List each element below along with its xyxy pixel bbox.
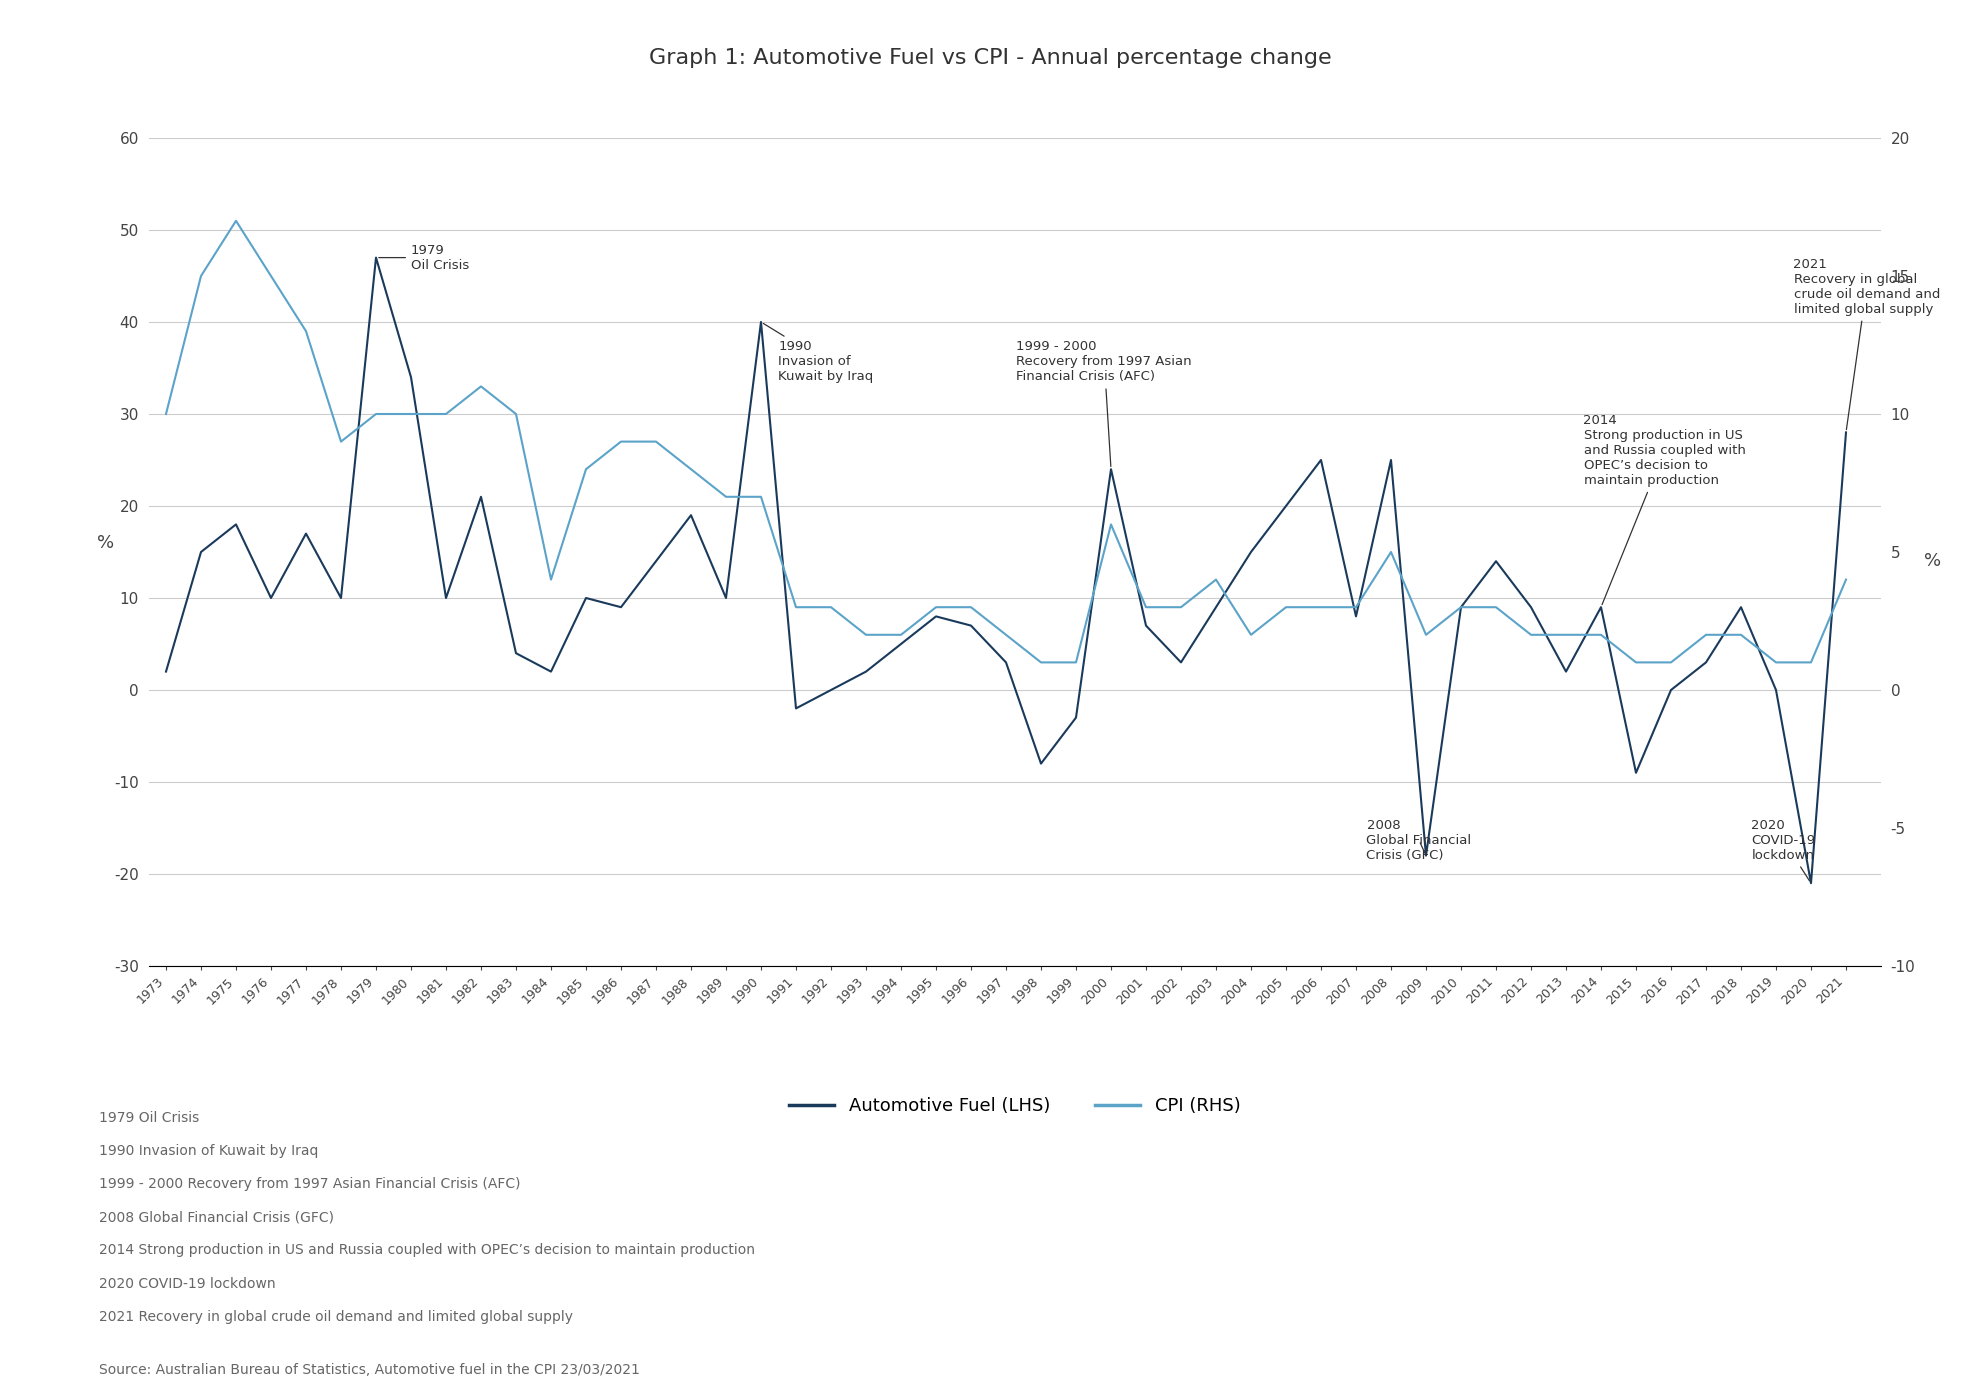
Text: 1979 Oil Crisis: 1979 Oil Crisis [99, 1111, 200, 1125]
Text: 2020
COVID-19
lockdown: 2020 COVID-19 lockdown [1752, 818, 1816, 880]
Text: 2021 Recovery in global crude oil demand and limited global supply: 2021 Recovery in global crude oil demand… [99, 1310, 572, 1323]
Text: 2021
Recovery in global
crude oil demand and
limited global supply: 2021 Recovery in global crude oil demand… [1794, 258, 1940, 429]
Y-axis label: %: % [1925, 552, 1942, 570]
Text: Graph 1: Automotive Fuel vs CPI - Annual percentage change: Graph 1: Automotive Fuel vs CPI - Annual… [649, 48, 1331, 68]
Text: 2020 COVID-19 lockdown: 2020 COVID-19 lockdown [99, 1276, 275, 1290]
Text: 1979
Oil Crisis: 1979 Oil Crisis [378, 244, 469, 272]
Text: 1990 Invasion of Kuwait by Iraq: 1990 Invasion of Kuwait by Iraq [99, 1144, 319, 1158]
Text: 2008 Global Financial Crisis (GFC): 2008 Global Financial Crisis (GFC) [99, 1210, 335, 1224]
Text: 1990
Invasion of
Kuwait by Iraq: 1990 Invasion of Kuwait by Iraq [764, 323, 873, 384]
Legend: Automotive Fuel (LHS), CPI (RHS): Automotive Fuel (LHS), CPI (RHS) [782, 1090, 1247, 1122]
Text: 2014 Strong production in US and Russia coupled with OPEC’s decision to maintain: 2014 Strong production in US and Russia … [99, 1243, 754, 1257]
Text: Source: Australian Bureau of Statistics, Automotive fuel in the CPI 23/03/2021: Source: Australian Bureau of Statistics,… [99, 1363, 640, 1377]
Text: 1999 - 2000
Recovery from 1997 Asian
Financial Crisis (AFC): 1999 - 2000 Recovery from 1997 Asian Fin… [1016, 341, 1192, 466]
Text: 1999 - 2000 Recovery from 1997 Asian Financial Crisis (AFC): 1999 - 2000 Recovery from 1997 Asian Fin… [99, 1177, 521, 1191]
Text: 2014
Strong production in US
and Russia coupled with
OPEC’s decision to
maintain: 2014 Strong production in US and Russia … [1584, 414, 1746, 604]
Y-axis label: %: % [97, 534, 113, 552]
Text: 2008
Global Financial
Crisis (GFC): 2008 Global Financial Crisis (GFC) [1366, 818, 1471, 861]
